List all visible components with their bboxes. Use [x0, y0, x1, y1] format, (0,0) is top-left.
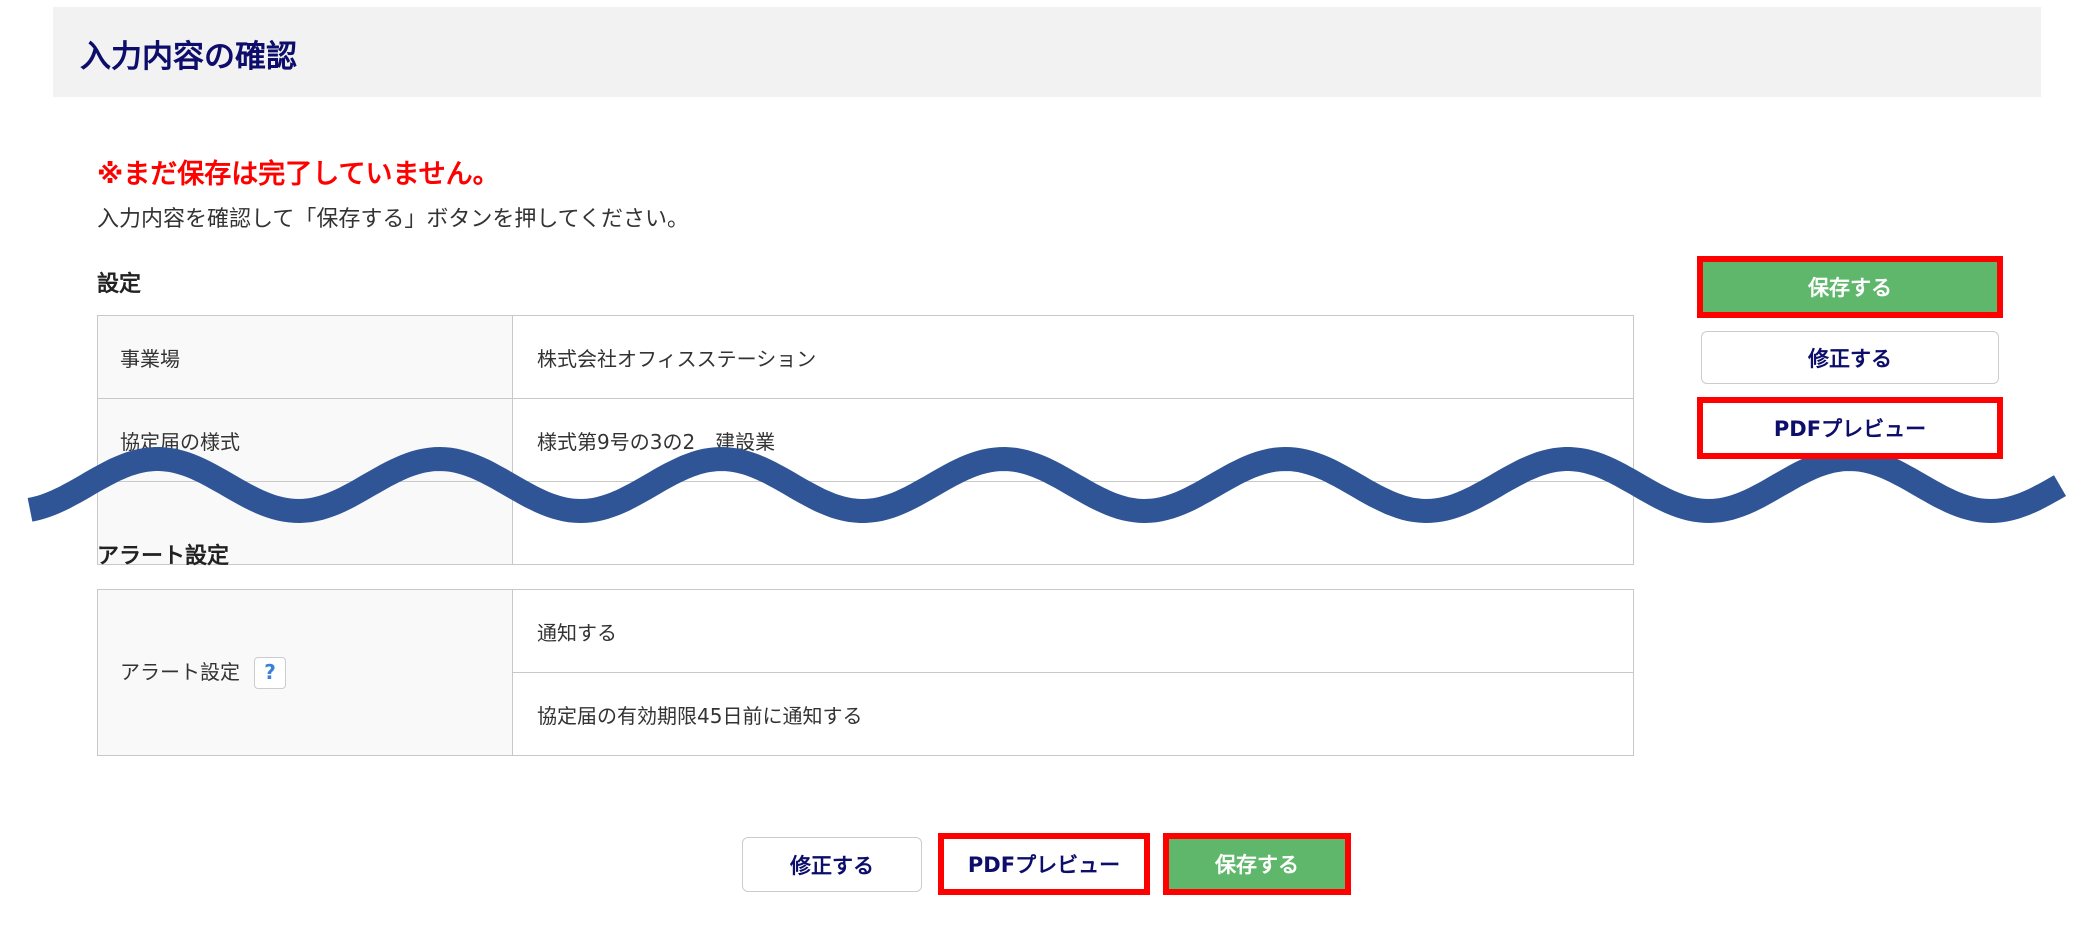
table-row: 協定届の有効期限45日前に通知する: [98, 672, 1634, 756]
row-value: 協定届の有効期限45日前に通知する: [512, 672, 1634, 756]
help-icon[interactable]: ?: [254, 657, 286, 690]
unsaved-warning: ※まだ保存は完了していません。: [97, 159, 500, 190]
instruction-text: 入力内容を確認して「保存する」ボタンを押してください。: [97, 207, 690, 232]
edit-button-bottom[interactable]: 修正する: [742, 837, 922, 892]
table-row: アラート設定? 通知する: [97, 589, 1634, 756]
pdf-preview-button-bottom[interactable]: PDFプレビュー: [938, 833, 1150, 895]
save-button-bottom[interactable]: 保存する: [1163, 833, 1351, 895]
section-heading-alert: アラート設定: [97, 544, 230, 569]
page-title: 入力内容の確認: [80, 39, 297, 75]
table-row: 事業場 株式会社オフィスステーション: [97, 315, 1634, 399]
alert-table: アラート設定? 通知する 協定届の有効期限45日前に通知する: [97, 589, 1634, 756]
edit-button-top[interactable]: 修正する: [1701, 331, 1999, 384]
pdf-preview-button-top[interactable]: PDFプレビュー: [1697, 397, 2003, 459]
row-value: 通知する: [512, 589, 1634, 673]
row-label-cell: アラート設定?: [97, 589, 513, 756]
row-label: 事業場: [97, 315, 513, 399]
save-button-top[interactable]: 保存する: [1697, 256, 2003, 318]
wave-line: [27, 446, 2067, 524]
section-heading-settings: 設定: [97, 272, 142, 297]
row-label: アラート設定: [120, 659, 240, 684]
page-break-wave: [27, 446, 2067, 524]
row-value: 株式会社オフィスステーション: [512, 315, 1634, 399]
page-header: 入力内容の確認: [53, 7, 2041, 97]
